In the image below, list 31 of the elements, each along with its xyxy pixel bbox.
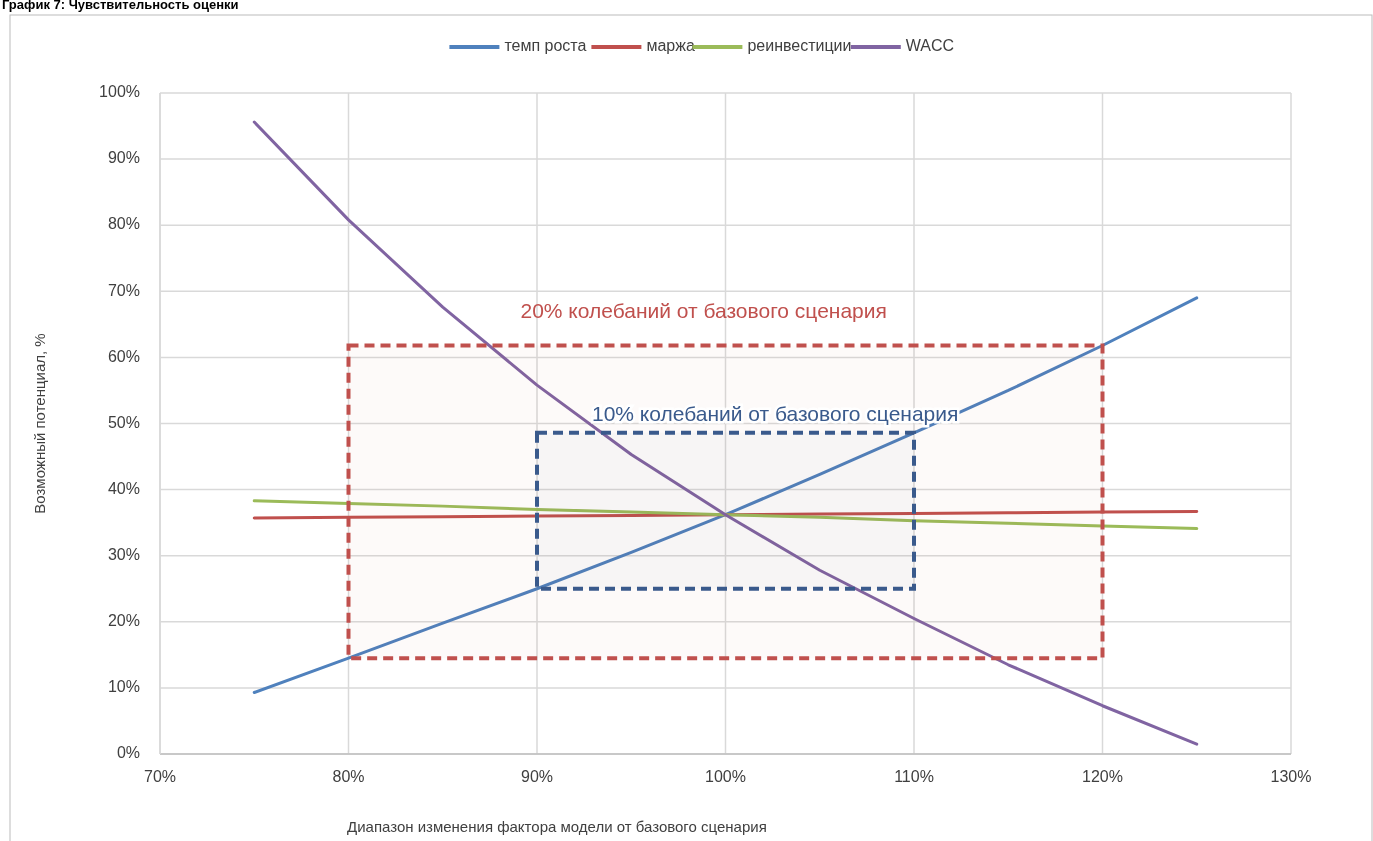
y-tick-label: 90% bbox=[107, 149, 140, 167]
y-tick-label: 0% bbox=[116, 744, 140, 762]
y-tick-label: 10% bbox=[107, 678, 140, 696]
line-series bbox=[252, 296, 1199, 695]
chart-title: График 7: Чувствительность оценки bbox=[2, 0, 239, 13]
x-tick-label: 100% bbox=[705, 768, 746, 785]
y-tick-label: 30% bbox=[107, 545, 140, 563]
x-tick-label: 90% bbox=[520, 768, 554, 785]
y-tick-label: 100% bbox=[99, 83, 140, 101]
legend-label: маржа bbox=[646, 37, 695, 55]
legend-label: темп роста bbox=[504, 37, 587, 55]
x-axis-title: Диапазон изменения фактора модели от базового сценария bbox=[347, 818, 767, 835]
x-tick-label: 120% bbox=[1082, 768, 1123, 785]
y-tick-label: 20% bbox=[107, 612, 140, 630]
y-tick-label: 50% bbox=[107, 413, 140, 431]
y-tick-label: 70% bbox=[107, 281, 140, 299]
x-tick-label: 130% bbox=[1270, 768, 1312, 785]
legend-label: WACC bbox=[905, 37, 955, 55]
line-series bbox=[252, 499, 1199, 531]
x-tick-label: 110% bbox=[894, 768, 934, 785]
line-series bbox=[252, 509, 1199, 520]
line-series bbox=[252, 120, 1199, 746]
x-tick-label: 70% bbox=[143, 768, 177, 785]
band-label: 20% колебаний от базового сценария bbox=[520, 298, 887, 322]
y-axis-title: Возможный потенциал, % bbox=[31, 333, 48, 514]
band-label: 10% колебаний от базового сценария bbox=[592, 401, 959, 425]
legend-label: реинвестиции bbox=[747, 37, 852, 55]
x-tick-label: 80% bbox=[332, 768, 365, 785]
y-tick-label: 80% bbox=[107, 215, 140, 233]
y-tick-label: 40% bbox=[107, 479, 140, 497]
y-tick-label: 60% bbox=[107, 347, 140, 365]
